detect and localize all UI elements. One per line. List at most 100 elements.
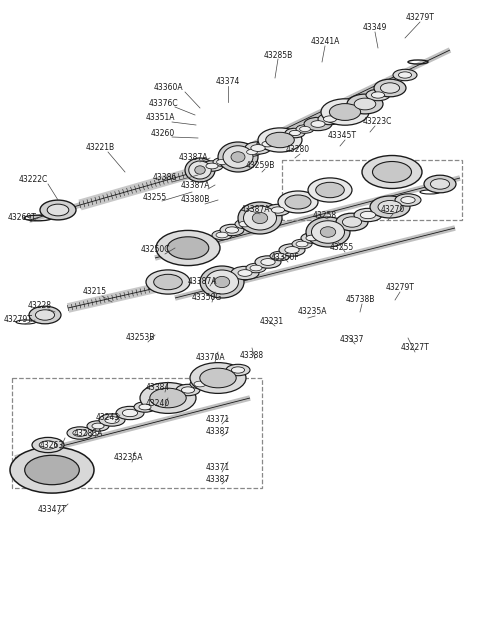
Ellipse shape bbox=[250, 265, 262, 271]
Ellipse shape bbox=[266, 204, 290, 216]
Ellipse shape bbox=[226, 365, 250, 376]
Ellipse shape bbox=[354, 209, 382, 222]
Ellipse shape bbox=[324, 116, 336, 122]
Ellipse shape bbox=[29, 306, 61, 324]
Ellipse shape bbox=[238, 202, 282, 234]
Ellipse shape bbox=[214, 276, 230, 288]
Ellipse shape bbox=[216, 159, 228, 165]
Ellipse shape bbox=[243, 148, 261, 156]
Text: 43360A: 43360A bbox=[153, 84, 183, 93]
Text: 43347T: 43347T bbox=[37, 505, 67, 515]
Ellipse shape bbox=[380, 83, 399, 93]
Text: 43228: 43228 bbox=[28, 301, 52, 309]
Ellipse shape bbox=[372, 92, 384, 98]
Ellipse shape bbox=[289, 131, 300, 136]
Text: 43269T: 43269T bbox=[8, 214, 36, 223]
Ellipse shape bbox=[206, 163, 218, 169]
Ellipse shape bbox=[205, 270, 239, 294]
Ellipse shape bbox=[261, 259, 275, 266]
Ellipse shape bbox=[39, 441, 57, 449]
Ellipse shape bbox=[167, 237, 209, 259]
Text: 43235A: 43235A bbox=[297, 307, 327, 316]
Ellipse shape bbox=[231, 266, 259, 280]
Ellipse shape bbox=[154, 275, 182, 290]
Text: 43370A: 43370A bbox=[195, 354, 225, 363]
Ellipse shape bbox=[99, 414, 125, 426]
Ellipse shape bbox=[200, 266, 244, 298]
Ellipse shape bbox=[329, 103, 360, 120]
Ellipse shape bbox=[311, 120, 325, 127]
Ellipse shape bbox=[304, 117, 332, 131]
Text: 43240: 43240 bbox=[146, 399, 170, 408]
Text: 43263: 43263 bbox=[40, 441, 64, 450]
Text: 43255: 43255 bbox=[330, 243, 354, 252]
Text: 43259B: 43259B bbox=[245, 160, 275, 169]
Ellipse shape bbox=[279, 244, 305, 256]
Ellipse shape bbox=[401, 197, 415, 204]
Ellipse shape bbox=[266, 133, 294, 148]
Ellipse shape bbox=[312, 221, 345, 243]
Text: 43215: 43215 bbox=[83, 287, 107, 297]
Ellipse shape bbox=[278, 191, 318, 213]
Ellipse shape bbox=[220, 224, 244, 236]
Ellipse shape bbox=[308, 178, 352, 202]
Ellipse shape bbox=[252, 212, 268, 224]
Ellipse shape bbox=[431, 179, 450, 189]
Ellipse shape bbox=[201, 161, 223, 171]
Ellipse shape bbox=[393, 69, 417, 81]
Ellipse shape bbox=[398, 72, 412, 78]
Text: 43222C: 43222C bbox=[18, 176, 48, 184]
Text: 43227T: 43227T bbox=[401, 344, 430, 353]
Ellipse shape bbox=[226, 227, 239, 233]
Ellipse shape bbox=[24, 455, 79, 485]
Ellipse shape bbox=[231, 367, 245, 373]
Ellipse shape bbox=[190, 379, 210, 389]
Text: 43283A: 43283A bbox=[73, 429, 103, 437]
Ellipse shape bbox=[300, 126, 311, 132]
Ellipse shape bbox=[87, 421, 109, 431]
Ellipse shape bbox=[296, 241, 308, 247]
Ellipse shape bbox=[235, 219, 255, 229]
Ellipse shape bbox=[296, 125, 314, 133]
Text: 43258: 43258 bbox=[313, 210, 337, 219]
Ellipse shape bbox=[258, 128, 302, 152]
Ellipse shape bbox=[320, 227, 336, 237]
Text: 43253B: 43253B bbox=[125, 333, 155, 342]
Ellipse shape bbox=[190, 363, 246, 394]
Ellipse shape bbox=[336, 213, 368, 231]
Ellipse shape bbox=[255, 256, 281, 268]
Text: 43231: 43231 bbox=[260, 318, 284, 327]
Ellipse shape bbox=[316, 183, 344, 198]
Ellipse shape bbox=[181, 387, 194, 393]
Ellipse shape bbox=[150, 388, 186, 408]
Ellipse shape bbox=[292, 239, 312, 249]
Ellipse shape bbox=[424, 175, 456, 193]
Text: 43387A: 43387A bbox=[178, 153, 208, 162]
Text: 43260: 43260 bbox=[151, 129, 175, 138]
Ellipse shape bbox=[139, 404, 151, 410]
Text: 43374: 43374 bbox=[216, 77, 240, 86]
Ellipse shape bbox=[354, 98, 376, 110]
Ellipse shape bbox=[306, 217, 350, 247]
Ellipse shape bbox=[370, 196, 410, 218]
Ellipse shape bbox=[366, 89, 390, 101]
Ellipse shape bbox=[270, 251, 290, 261]
Ellipse shape bbox=[262, 141, 274, 147]
Ellipse shape bbox=[238, 269, 252, 276]
Text: 43376C: 43376C bbox=[148, 98, 178, 108]
Text: 43243: 43243 bbox=[96, 413, 120, 422]
Ellipse shape bbox=[362, 155, 422, 188]
Ellipse shape bbox=[306, 235, 318, 241]
Ellipse shape bbox=[301, 233, 323, 243]
Text: 43387: 43387 bbox=[206, 476, 230, 484]
Text: 43280: 43280 bbox=[286, 145, 310, 155]
Ellipse shape bbox=[47, 204, 69, 216]
Ellipse shape bbox=[32, 437, 64, 453]
Text: 43387A: 43387A bbox=[180, 181, 210, 190]
Text: 43386: 43386 bbox=[153, 174, 177, 183]
Ellipse shape bbox=[223, 146, 253, 168]
Ellipse shape bbox=[318, 113, 342, 125]
Text: 43350F: 43350F bbox=[271, 254, 300, 262]
Ellipse shape bbox=[195, 166, 205, 174]
Ellipse shape bbox=[360, 211, 376, 219]
